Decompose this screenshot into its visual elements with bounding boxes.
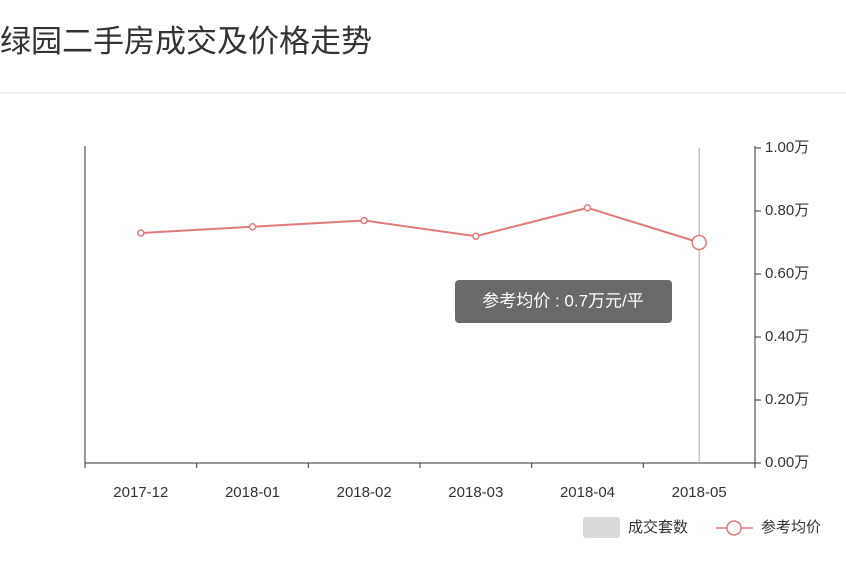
legend-swatch: [726, 520, 742, 536]
point: [472, 232, 480, 240]
legend-label: 参考均价: [761, 519, 821, 536]
point: [137, 229, 145, 237]
line: [140, 206, 700, 244]
x-tick-label: 2018-03: [448, 484, 503, 501]
y-tick-label: 1.00万: [765, 139, 809, 156]
point: [691, 234, 707, 251]
x-tick-label: 2017-12: [113, 484, 168, 501]
tooltip-box: [455, 280, 672, 323]
legend-label: 成交套数: [628, 518, 688, 536]
y-tick-label: 0.80万: [765, 202, 809, 219]
x-tick-label: 2018-01: [225, 484, 280, 501]
tooltip-text: 参考均价 : 0.7万元/平: [482, 291, 644, 310]
chart-title: 绿园二手房成交及价格走势: [0, 24, 372, 59]
point: [360, 216, 368, 225]
legend-swatch: [583, 517, 620, 538]
y-tick-label: 0.60万: [765, 265, 809, 282]
y-tick-label: 0.40万: [765, 328, 809, 345]
x-tick-label: 2018-02: [337, 484, 392, 501]
point: [583, 204, 592, 212]
point: [248, 223, 257, 231]
y-tick-label: 0.00万: [765, 454, 809, 471]
y-tick-label: 0.20万: [765, 391, 809, 408]
x-tick-label: 2018-05: [672, 484, 727, 501]
x-tick-label: 2018-04: [560, 484, 615, 501]
